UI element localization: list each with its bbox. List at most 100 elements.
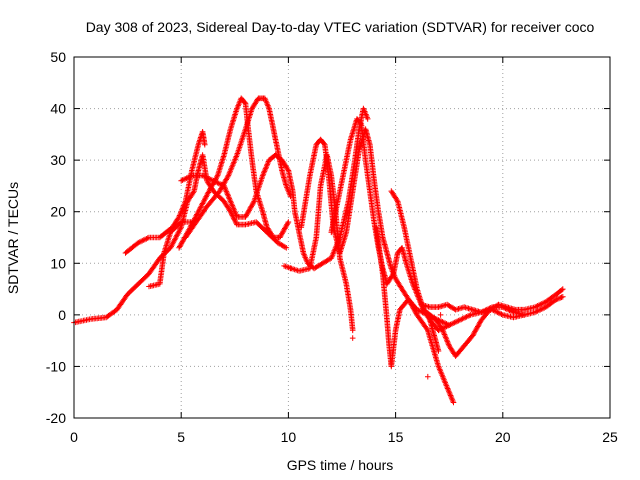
x-axis-label: GPS time / hours — [287, 457, 394, 473]
y-tick-label: 50 — [50, 49, 66, 65]
data-point — [201, 173, 207, 180]
data-point — [389, 272, 396, 278]
data-point — [532, 309, 538, 316]
data-point — [498, 311, 505, 317]
data-point — [506, 307, 513, 314]
data-point — [217, 181, 223, 187]
data-point — [450, 399, 457, 406]
data-point — [187, 173, 194, 180]
data-point — [185, 174, 191, 181]
data-point — [536, 302, 542, 308]
y-tick-label: -20 — [46, 410, 66, 426]
data-point — [451, 319, 458, 326]
data-point — [496, 310, 502, 316]
data-point — [509, 308, 515, 315]
data-point — [210, 178, 217, 184]
data-point — [357, 120, 364, 126]
data-point — [284, 220, 291, 227]
data-point — [521, 312, 527, 318]
data-point — [189, 219, 195, 225]
data-point — [231, 216, 238, 223]
data-point — [449, 321, 455, 327]
data-point — [505, 306, 511, 313]
data-point — [552, 297, 558, 303]
data-point — [287, 265, 294, 272]
data-point — [540, 300, 546, 307]
data-point — [283, 245, 290, 251]
data-point — [214, 174, 220, 180]
data-point — [536, 307, 542, 314]
y-tick-label: -10 — [46, 358, 66, 374]
data-point — [500, 304, 506, 310]
data-point — [183, 175, 190, 181]
data-points — [71, 95, 566, 406]
x-tick-label: 0 — [70, 429, 78, 445]
data-point — [250, 199, 257, 206]
data-point — [285, 219, 292, 225]
data-point — [560, 294, 566, 300]
data-point — [502, 305, 509, 312]
data-point — [211, 178, 218, 185]
data-point — [489, 306, 495, 313]
data-point — [175, 215, 182, 221]
y-tick-label: 10 — [50, 255, 66, 271]
data-point — [178, 178, 184, 184]
data-point — [442, 324, 448, 330]
data-point — [181, 176, 187, 183]
data-point — [136, 239, 143, 245]
data-point — [394, 197, 400, 203]
data-point — [224, 174, 231, 180]
data-point — [437, 312, 444, 318]
data-point — [425, 373, 431, 380]
x-tick-label: 10 — [281, 429, 297, 445]
x-tick-label: 15 — [388, 429, 404, 445]
y-tick-label: 20 — [50, 204, 66, 220]
y-axis-label: SDTVAR / TECUs — [5, 182, 21, 294]
data-point — [203, 174, 210, 181]
axis-ticks: 0 5 10 15 20 25 -20 -10 0 10 20 30 40 50 — [46, 49, 618, 445]
x-tick-label: 5 — [177, 429, 185, 445]
data-point — [538, 306, 545, 312]
data-point — [439, 325, 446, 332]
data-point — [230, 215, 237, 221]
data-point — [533, 308, 540, 315]
data-point — [214, 179, 221, 186]
data-point — [282, 244, 288, 250]
data-point — [190, 189, 197, 196]
data-point — [461, 304, 467, 310]
y-tick-label: 0 — [58, 307, 66, 323]
data-point — [493, 308, 499, 315]
data-point — [445, 323, 451, 329]
data-point — [218, 181, 225, 188]
data-point — [455, 317, 462, 324]
x-tick-label: 25 — [602, 429, 618, 445]
y-tick-label: 30 — [50, 152, 66, 168]
data-point — [138, 238, 144, 245]
data-point — [465, 313, 471, 319]
data-point — [144, 235, 151, 241]
x-tick-label: 20 — [495, 429, 511, 445]
data-point — [466, 312, 473, 319]
data-point — [205, 175, 211, 181]
data-point — [143, 236, 150, 242]
data-point — [349, 335, 356, 341]
data-point — [284, 166, 291, 172]
data-point — [453, 319, 459, 325]
data-point — [458, 316, 465, 323]
y-tick-label: 40 — [50, 101, 66, 117]
data-point — [438, 326, 444, 332]
data-point — [349, 327, 356, 334]
data-point — [533, 303, 540, 310]
data-point — [540, 305, 546, 312]
data-point — [364, 116, 371, 122]
data-point — [446, 322, 452, 328]
data-point — [207, 176, 214, 183]
data-point — [202, 141, 208, 148]
data-point — [424, 326, 430, 332]
data-point — [140, 237, 147, 243]
data-point — [532, 304, 538, 310]
data-point — [232, 219, 239, 225]
data-point — [439, 319, 446, 325]
data-point — [538, 301, 545, 307]
